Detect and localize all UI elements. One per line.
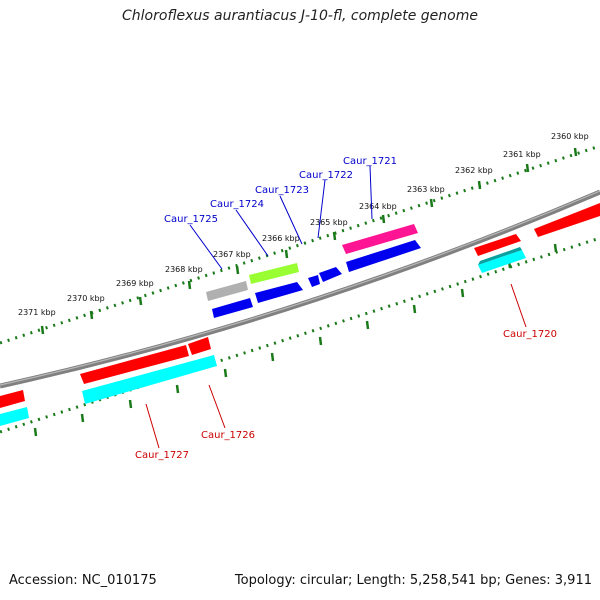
tick-mark (235, 265, 240, 275)
gene-label-caur-1726[interactable]: Caur_1726 (201, 430, 255, 441)
kbp-label: 2370 kbp (67, 294, 105, 303)
gene-block-blue-4[interactable] (319, 267, 342, 282)
gene-block-red-1720[interactable] (474, 234, 521, 256)
kbp-label: 2365 kbp (310, 218, 348, 227)
gene-labels: Caur_1721 Caur_1722 Caur_1723 Caur_1724 Caur… (135, 156, 557, 461)
tick-mark (80, 413, 85, 423)
tick-mark (332, 231, 337, 241)
accession-text: Accession: NC_010175 (9, 573, 157, 588)
kbp-label: 2369 kbp (116, 279, 154, 288)
tick-mark (429, 198, 434, 208)
gene-block-red-1727[interactable] (80, 345, 189, 384)
gene-block-gray[interactable] (206, 281, 248, 301)
tick-mark (553, 243, 558, 253)
kbp-label: 2363 kbp (407, 185, 445, 194)
gene-leader-line (279, 195, 303, 245)
gene-label-caur-1722[interactable]: Caur_1722 (299, 170, 353, 181)
tick-mark (284, 249, 289, 259)
kbp-scale: 2360 kbp 2361 kbp 2362 kbp 2363 kbp 2364 kbp… (18, 132, 589, 317)
gene-block-blue-3[interactable] (308, 275, 320, 287)
gene-leader-line (510, 283, 527, 328)
gene-block-pink[interactable] (342, 224, 418, 254)
genome-backbone-highlight (0, 190, 600, 386)
tick-mark (175, 384, 180, 394)
gene-block-red-1726[interactable] (188, 337, 211, 355)
kbp-label: 2368 kbp (165, 265, 203, 274)
gene-block-cyan-1720-shade (478, 247, 522, 265)
kbp-label: 2366 kbp (262, 234, 300, 243)
kbp-label: 2360 kbp (551, 132, 589, 141)
forward-genes (206, 203, 600, 318)
gene-leader-line (317, 179, 326, 239)
gene-leader-line (369, 165, 373, 220)
kbp-label: 2362 kbp (455, 166, 493, 175)
tick-mark (128, 399, 133, 409)
gene-label-caur-1724[interactable]: Caur_1724 (210, 199, 264, 210)
gene-label-caur-1725[interactable]: Caur_1725 (164, 214, 218, 225)
tick-mark (381, 214, 386, 224)
tick-mark (460, 288, 465, 298)
gene-block-cyan-1720[interactable] (478, 250, 526, 273)
map-title: Chloroflexus aurantiacus J-10-fl, comple… (122, 8, 478, 24)
gene-label-caur-1720[interactable]: Caur_1720 (503, 329, 557, 340)
gene-block-cyan-left[interactable] (0, 407, 29, 426)
gene-block-blue-2[interactable] (255, 282, 303, 303)
gene-block-blue-1[interactable] (212, 298, 253, 318)
genome-backbone (0, 189, 600, 389)
tick-mark (412, 304, 417, 314)
tick-mark (33, 427, 38, 437)
tick-mark (223, 368, 228, 378)
tick-mark (573, 147, 578, 157)
gene-label-caur-1721[interactable]: Caur_1721 (343, 156, 397, 167)
tick-mark (89, 310, 94, 320)
tick-mark (477, 180, 482, 190)
tick-mark (365, 320, 370, 330)
tick-mark (318, 336, 323, 346)
tick-mark (187, 280, 192, 290)
gene-label-caur-1727[interactable]: Caur_1727 (135, 450, 189, 461)
tick-mark (525, 163, 530, 173)
kbp-label: 2361 kbp (503, 150, 541, 159)
tick-mark (270, 352, 275, 362)
genome-summary-text: Topology: circular; Length: 5,258,541 bp… (234, 573, 592, 588)
gene-leader-line (189, 224, 223, 270)
reverse-genes (0, 337, 217, 426)
gene-block-blue-5[interactable] (346, 240, 421, 272)
inner-tick-ring (0, 236, 600, 434)
gene-block-green[interactable] (249, 263, 299, 284)
gene-block-red-right[interactable] (534, 203, 600, 237)
outer-tick-ring (0, 144, 600, 345)
gene-label-caur-1723[interactable]: Caur_1723 (255, 185, 309, 196)
gene-block-cyan-1727[interactable] (82, 355, 217, 404)
gene-leader-line (208, 384, 226, 429)
kbp-label: 2371 kbp (18, 308, 56, 317)
tick-mark (40, 325, 45, 335)
kbp-label: 2367 kbp (213, 250, 251, 259)
kbp-label: 2364 kbp (359, 202, 397, 211)
tick-mark (138, 296, 143, 306)
gene-leader-line (235, 209, 269, 257)
gene-leader-line (145, 403, 160, 449)
gene-block-red-left[interactable] (0, 390, 25, 408)
